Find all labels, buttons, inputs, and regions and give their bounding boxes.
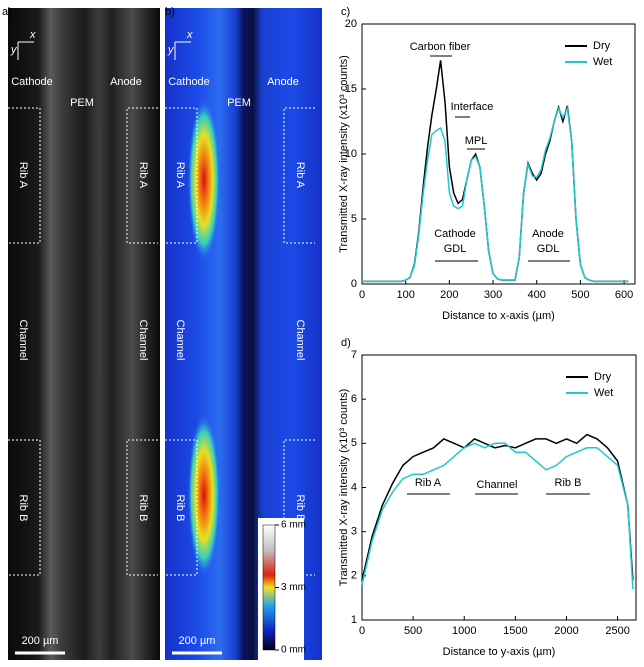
y-tick-label: 2	[351, 570, 357, 582]
x-tick-label: 500	[404, 625, 422, 637]
region-label: Rib B	[17, 495, 29, 522]
panel-label: b)	[165, 6, 175, 18]
x-tick-label: 1000	[452, 625, 476, 637]
region-label: Channel	[294, 320, 306, 361]
y-axis-label: Transmitted X-ray intensity (x10³ counts…	[338, 389, 350, 587]
data-line	[361, 433, 634, 581]
scale-bar-label: 200 µm	[22, 635, 59, 647]
annotation: Rib A	[415, 477, 442, 489]
annotation: Interface	[451, 101, 494, 113]
rib-outline	[8, 439, 41, 576]
xray-image	[8, 8, 160, 660]
annotation: GDL	[444, 243, 467, 255]
region-label: Rib B	[174, 495, 186, 522]
annotation: Anode	[532, 228, 564, 240]
axis-x-label: x	[186, 29, 193, 41]
region-label: Channel	[137, 320, 149, 361]
anode-label: Anode	[267, 76, 299, 88]
x-tick-label: 2000	[554, 625, 578, 637]
panel-label: c)	[341, 6, 350, 18]
region-label: Channel	[174, 320, 186, 361]
rib-outline	[165, 107, 198, 244]
y-tick-label: 1	[351, 614, 357, 626]
x-tick-label: 1500	[503, 625, 527, 637]
hot-spot	[188, 415, 220, 575]
axis-y-label: y	[167, 44, 175, 56]
pem-label: PEM	[70, 97, 94, 109]
colorbar-label: 6 mm	[281, 520, 306, 531]
y-tick-label: 5	[351, 437, 357, 449]
rib-outline	[283, 439, 315, 576]
rib-outline	[165, 439, 198, 576]
y-tick-label: 3	[351, 526, 357, 538]
x-tick-label: 400	[528, 289, 546, 301]
x-tick-label: 2500	[605, 625, 629, 637]
x-tick-label: 100	[397, 289, 415, 301]
colorbar	[262, 524, 276, 651]
region-label: Channel	[17, 320, 29, 361]
legend-label: Dry	[593, 40, 611, 52]
y-tick-label: 10	[345, 148, 357, 160]
panel-label: d)	[341, 337, 351, 349]
rib-outline	[283, 107, 315, 244]
cathode-label: Cathode	[168, 76, 210, 88]
region-label: Rib B	[137, 495, 149, 522]
legend-label: Wet	[594, 387, 613, 399]
y-tick-label: 4	[351, 481, 357, 493]
region-label: Rib A	[294, 162, 306, 189]
colorbar-label: 0 mm	[281, 645, 306, 656]
annotation: Channel	[477, 479, 518, 491]
annotation: Cathode	[434, 228, 476, 240]
annotation: GDL	[537, 243, 560, 255]
rib-outline	[8, 107, 41, 244]
y-axis-label: Transmitted X-ray intensity (x10³ counts…	[338, 55, 350, 253]
annotation: MPL	[465, 135, 488, 147]
rib-outline	[126, 107, 158, 244]
x-tick-label: 500	[571, 289, 589, 301]
annotation: Carbon fiber	[410, 41, 471, 53]
y-tick-label: 15	[345, 83, 357, 95]
cathode-label: Cathode	[11, 76, 53, 88]
x-axis-label: Distance to y-axis (µm)	[443, 646, 556, 658]
x-axis-label: Distance to x-axis (µm)	[442, 310, 555, 322]
x-tick-label: 200	[440, 289, 458, 301]
y-tick-label: 0	[351, 278, 357, 290]
hot-spot	[188, 100, 220, 260]
legend-label: Dry	[594, 371, 612, 383]
data-line	[362, 60, 629, 283]
region-label: Rib A	[137, 162, 149, 189]
panel-label: a)	[2, 6, 12, 18]
y-tick-label: 5	[351, 213, 357, 225]
region-label: Rib B	[294, 495, 306, 522]
region-label: Rib A	[174, 162, 186, 189]
x-tick-label: 0	[359, 289, 365, 301]
y-tick-label: 6	[351, 393, 357, 405]
anode-label: Anode	[110, 76, 142, 88]
scale-bar-label: 200 µm	[179, 635, 216, 647]
axis-x-label: x	[29, 29, 36, 41]
data-line	[361, 442, 634, 590]
x-tick-label: 300	[484, 289, 502, 301]
x-tick-label: 0	[359, 625, 365, 637]
legend-label: Wet	[593, 56, 612, 68]
rib-outline	[126, 439, 158, 576]
annotation: Rib B	[555, 477, 582, 489]
region-label: Rib A	[17, 162, 29, 189]
pem-label: PEM	[227, 97, 251, 109]
colorbar-label: 3 mm	[281, 582, 306, 593]
x-tick-label: 600	[615, 289, 633, 301]
axis-y-label: y	[10, 44, 18, 56]
y-tick-label: 20	[345, 18, 357, 30]
y-tick-label: 7	[351, 349, 357, 361]
data-line	[362, 105, 629, 283]
